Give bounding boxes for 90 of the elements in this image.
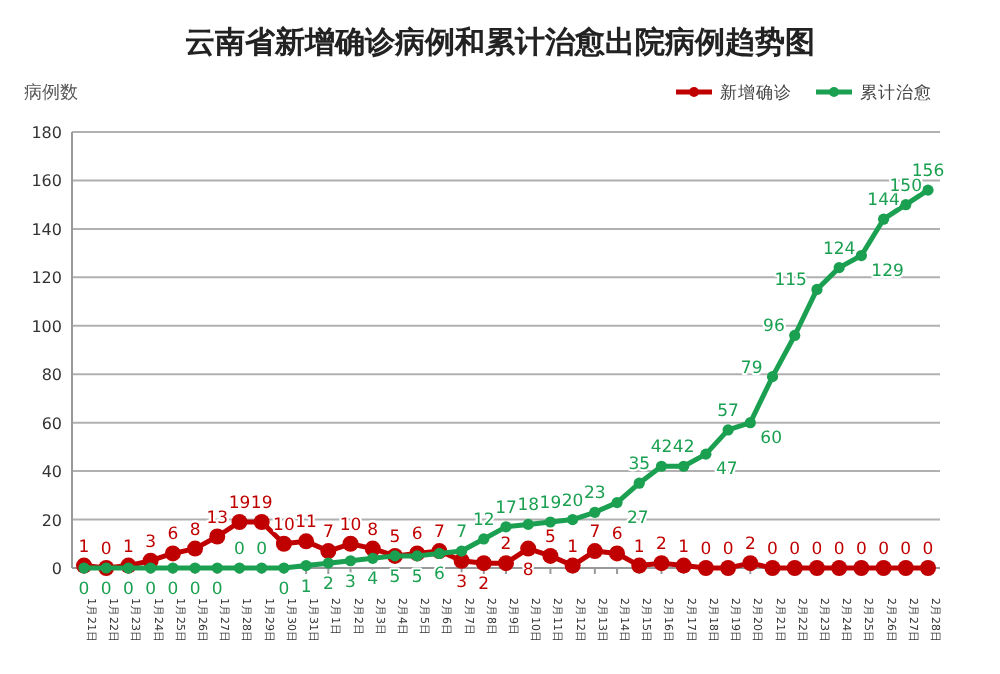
y-tick-label: 20 <box>41 511 62 530</box>
data-label: 0 <box>278 580 290 600</box>
data-label: 0 <box>167 580 179 600</box>
data-label: 0 <box>100 580 112 600</box>
data-label: 60 <box>760 428 782 449</box>
data-label: 2 <box>500 535 512 556</box>
data-label: 8 <box>189 520 201 541</box>
data-label: 0 <box>767 540 778 560</box>
data-label: 0 <box>234 540 245 560</box>
data-label: 1 <box>300 577 312 598</box>
data-label: 35 <box>628 455 651 476</box>
data-label: 6 <box>433 565 445 586</box>
y-tick-label: 80 <box>41 366 62 385</box>
data-label: 7 <box>322 523 334 544</box>
data-label: 96 <box>763 317 785 338</box>
data-label: 3 <box>345 572 356 593</box>
y-tick-label: 160 <box>31 172 62 191</box>
data-label: 5 <box>389 527 401 548</box>
data-label: 144 <box>867 191 900 212</box>
data-label: 17 <box>495 498 517 519</box>
data-label: 1 <box>678 537 690 558</box>
data-label: 10 <box>339 515 362 536</box>
data-label: 19 <box>228 493 251 514</box>
y-tick-label: 40 <box>41 463 62 482</box>
data-label: 0 <box>789 540 801 560</box>
data-label: 0 <box>855 540 867 560</box>
y-tick-label: 0 <box>51 560 62 578</box>
data-label: 3 <box>456 572 467 593</box>
data-label: 0 <box>922 540 934 560</box>
data-label: 4 <box>367 570 379 591</box>
data-label: 1 <box>78 537 90 558</box>
data-label: 2 <box>322 575 334 596</box>
data-label: 0 <box>78 580 90 600</box>
data-label: 6 <box>167 525 179 546</box>
data-label: 0 <box>123 580 134 600</box>
data-label: 6 <box>611 525 623 546</box>
data-label: 1 <box>567 537 579 558</box>
data-label: 0 <box>700 540 712 560</box>
data-label: 27 <box>627 508 649 529</box>
data-label: 2 <box>656 535 667 556</box>
data-label: 0 <box>256 540 268 560</box>
data-label: 3 <box>145 532 157 553</box>
data-label: 0 <box>145 580 157 600</box>
data-label: 8 <box>367 520 379 541</box>
data-label: 7 <box>456 523 467 544</box>
data-label: 42 <box>650 438 673 459</box>
y-tick-label: 180 <box>31 124 62 142</box>
data-label: 13 <box>206 508 229 529</box>
data-label: 79 <box>740 358 763 379</box>
data-label: 115 <box>774 271 807 292</box>
data-label: 1 <box>123 537 134 558</box>
data-label: 47 <box>715 460 738 481</box>
y-tick-label: 120 <box>31 269 62 288</box>
data-label: 5 <box>545 527 556 548</box>
data-label: 10 <box>273 515 295 536</box>
y-tick-label: 100 <box>31 317 62 336</box>
data-label: 0 <box>722 540 734 560</box>
data-label: 8 <box>522 560 534 581</box>
data-label: 2 <box>478 575 490 596</box>
data-label: 5 <box>389 567 401 588</box>
data-label: 5 <box>411 567 423 588</box>
data-label: 19 <box>250 493 273 514</box>
data-label: 0 <box>189 580 201 600</box>
legend-label: 新增确诊 <box>720 82 792 104</box>
data-label: 0 <box>878 540 889 560</box>
data-label: 12 <box>472 510 495 531</box>
data-label: 7 <box>433 523 445 544</box>
data-label: 20 <box>561 491 584 512</box>
data-label: 23 <box>584 484 606 505</box>
legend-label: 累计治愈 <box>860 82 932 104</box>
data-label: 11 <box>295 513 317 534</box>
data-label: 6 <box>411 525 423 546</box>
data-label: 0 <box>811 540 823 560</box>
data-label: 124 <box>822 239 856 260</box>
data-label: 129 <box>871 261 904 282</box>
y-axis-title: 病例数 <box>24 82 78 104</box>
data-label: 42 <box>672 438 695 459</box>
data-label: 18 <box>517 496 540 517</box>
data-label: 2 <box>744 535 756 556</box>
data-label: 1 <box>633 537 645 558</box>
data-label: 0 <box>900 540 912 560</box>
y-tick-label: 140 <box>31 220 62 239</box>
data-label: 0 <box>100 540 112 560</box>
data-label: 0 <box>211 580 223 600</box>
data-label: 7 <box>589 523 601 544</box>
data-label: 0 <box>833 540 845 560</box>
chart-title: 云南省新增确诊病例和累计治愈出院病例趋势图 <box>185 24 815 60</box>
y-tick-label: 60 <box>41 414 62 433</box>
data-label: 57 <box>717 401 739 422</box>
data-label: 19 <box>539 493 562 514</box>
